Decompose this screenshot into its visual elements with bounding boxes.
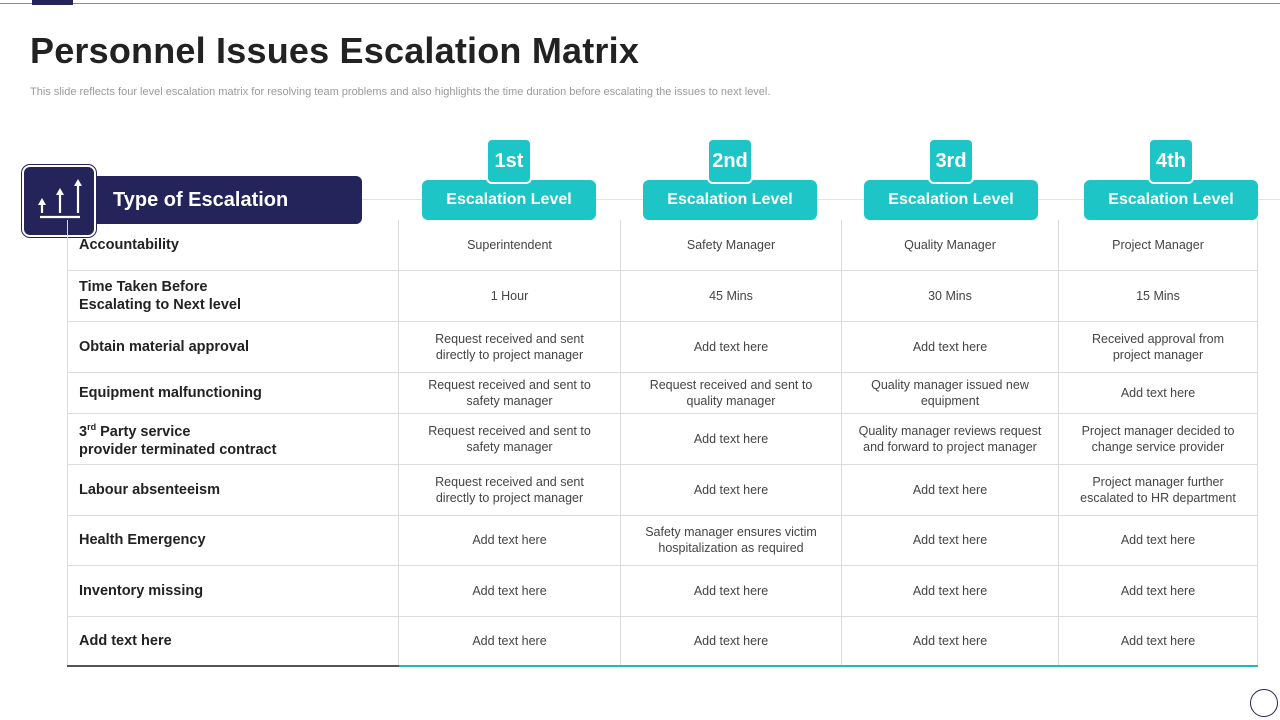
matrix-cell-level-1: Request received and sent to safety manag…	[398, 413, 621, 465]
escalation-matrix-table: Accountability Superintendent Safety Manag…	[67, 220, 1258, 667]
table-row: Health Emergency Add text here Safety mana…	[67, 515, 1258, 566]
matrix-cell-level-2: Add text here	[620, 565, 842, 617]
escalation-type-label: Inventory missing	[67, 565, 399, 617]
header-divider	[362, 199, 1280, 200]
level-badge: 1st	[486, 138, 532, 184]
corner-circle-decoration	[1250, 689, 1278, 717]
level-label: Escalation Level	[864, 180, 1038, 220]
table-row: Obtain material approval Request received…	[67, 321, 1258, 373]
page-title: Personnel Issues Escalation Matrix	[30, 30, 640, 71]
matrix-cell-level-2: Add text here	[620, 413, 842, 465]
matrix-cell-level-2: Request received and sent to quality mana…	[620, 372, 842, 414]
type-of-escalation-header: Type of Escalation	[66, 176, 362, 224]
matrix-cell-level-1: Request received and sent directly to pro…	[398, 464, 621, 516]
matrix-cell-level-2: Safety manager ensures victim hospitaliza…	[620, 515, 842, 566]
matrix-cell-level-1: 1 Hour	[398, 270, 621, 322]
level-label: Escalation Level	[643, 180, 817, 220]
matrix-cell-level-1: Superintendent	[398, 220, 621, 271]
level-badge: 4th	[1148, 138, 1194, 184]
matrix-cell-level-4: Project manager decided to change service…	[1058, 413, 1258, 465]
table-row: Equipment malfunctioning Request received…	[67, 372, 1258, 414]
matrix-cell-level-3: Quality Manager	[841, 220, 1059, 271]
matrix-cell-level-4: Received approval from project manager	[1058, 321, 1258, 373]
matrix-cell-level-3: Add text here	[841, 515, 1059, 566]
matrix-cell-level-1: Add text here	[398, 515, 621, 566]
matrix-cell-level-4: 15 Mins	[1058, 270, 1258, 322]
matrix-cell-level-1: Request received and sent directly to pro…	[398, 321, 621, 373]
escalation-type-label: Obtain material approval	[67, 321, 399, 373]
matrix-cell-level-4: Add text here	[1058, 565, 1258, 617]
level-label: Escalation Level	[1084, 180, 1258, 220]
escalation-type-label: Accountability	[67, 220, 399, 271]
matrix-cell-level-1: Request received and sent to safety manag…	[398, 372, 621, 414]
escalation-level-2: 2nd Escalation Level	[643, 138, 817, 220]
matrix-cell-level-1: Add text here	[398, 616, 621, 667]
matrix-cell-level-2: Add text here	[620, 321, 842, 373]
table-row: Inventory missing Add text here Add text h…	[67, 565, 1258, 617]
matrix-cell-level-3: Quality manager issued new equipment	[841, 372, 1059, 414]
matrix-cell-level-4: Add text here	[1058, 372, 1258, 414]
escalation-type-label: Time Taken Before Escalating to Next leve…	[67, 270, 399, 322]
escalation-type-label: Labour absenteeism	[67, 464, 399, 516]
matrix-cell-level-2: Safety Manager	[620, 220, 842, 271]
escalation-type-label: Equipment malfunctioning	[67, 372, 399, 414]
table-row: Accountability Superintendent Safety Manag…	[67, 220, 1258, 271]
matrix-cell-level-3: Add text here	[841, 616, 1059, 667]
escalation-type-label: Health Emergency	[67, 515, 399, 566]
level-label: Escalation Level	[422, 180, 596, 220]
matrix-cell-level-3: Add text here	[841, 565, 1059, 617]
escalation-level-3: 3rd Escalation Level	[864, 138, 1038, 220]
table-row: Add text here Add text here Add text here A…	[67, 616, 1258, 667]
matrix-cell-level-2: Add text here	[620, 464, 842, 516]
escalation-type-label: 3rd Party service provider terminated con…	[67, 413, 399, 465]
table-row: 3rd Party service provider terminated con…	[67, 413, 1258, 465]
matrix-cell-level-4: Project Manager	[1058, 220, 1258, 271]
escalation-level-1: 1st Escalation Level	[422, 138, 596, 220]
level-badge: 2nd	[707, 138, 753, 184]
matrix-cell-level-4: Add text here	[1058, 515, 1258, 566]
matrix-cell-level-2: 45 Mins	[620, 270, 842, 322]
escalation-level-4: 4th Escalation Level	[1084, 138, 1258, 220]
escalation-type-label: Add text here	[67, 616, 399, 667]
matrix-cell-level-4: Project manager further escalated to HR d…	[1058, 464, 1258, 516]
matrix-cell-level-1: Add text here	[398, 565, 621, 617]
top-accent-line	[0, 3, 1280, 4]
level-badge: 3rd	[928, 138, 974, 184]
table-row: Labour absenteeism Request received and s…	[67, 464, 1258, 516]
matrix-cell-level-4: Add text here	[1058, 616, 1258, 667]
matrix-cell-level-3: Quality manager reviews request and forwa…	[841, 413, 1059, 465]
table-row: Time Taken Before Escalating to Next leve…	[67, 270, 1258, 322]
matrix-cell-level-3: Add text here	[841, 464, 1059, 516]
matrix-cell-level-3: 30 Mins	[841, 270, 1059, 322]
matrix-cell-level-2: Add text here	[620, 616, 842, 667]
page-subtitle: This slide reflects four level escalatio…	[30, 86, 771, 98]
top-accent-tab	[32, 0, 73, 5]
matrix-cell-level-3: Add text here	[841, 321, 1059, 373]
